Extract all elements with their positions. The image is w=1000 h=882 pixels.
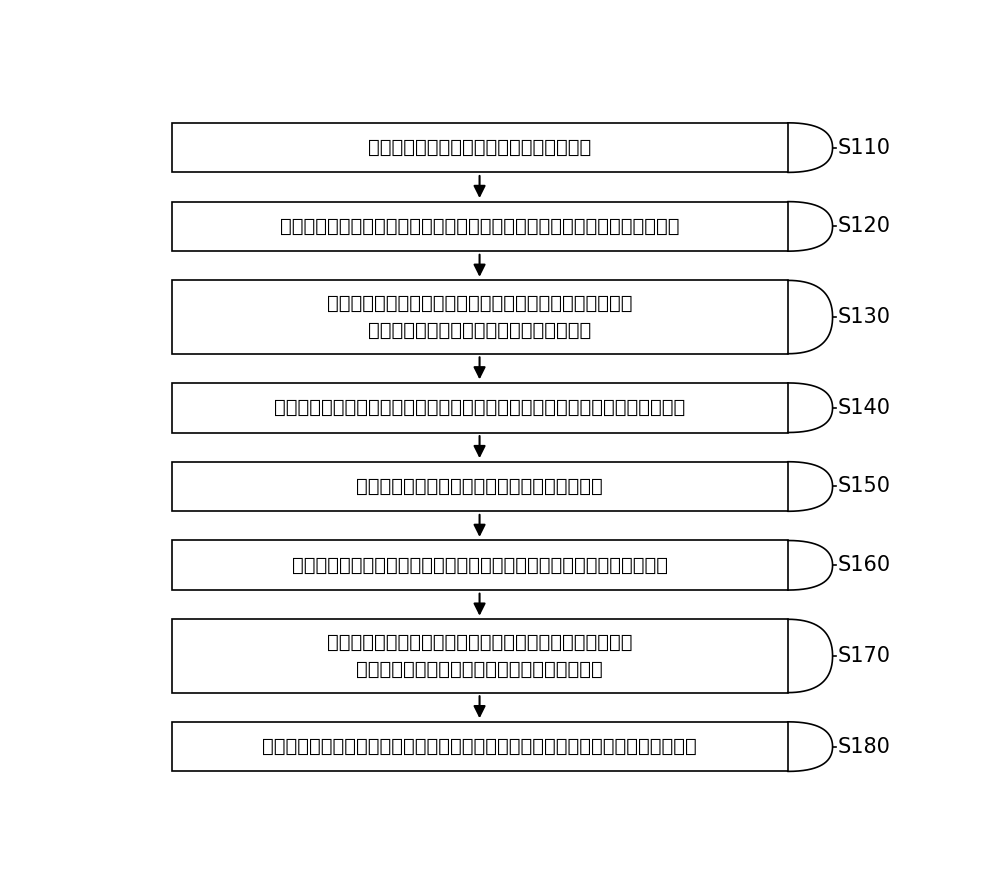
Bar [172,721,788,772]
Text: 通过客户终端发送任务请求至业务层服务器: 通过客户终端发送任务请求至业务层服务器 [368,138,591,157]
Text: 通过任务服务器在获取到取消任务对象后中断批处理任务，
并将中断批处理任务的处理结果存入缓存服务器: 通过任务服务器在获取到取消任务对象后中断批处理任务， 并将中断批处理任务的处理结… [327,633,632,678]
Bar [172,123,788,172]
Text: 通过业务层服务器从缓存服务器中获取中断批处理任务的处理结果并发送至客户终端: 通过业务层服务器从缓存服务器中获取中断批处理任务的处理结果并发送至客户终端 [262,737,697,756]
Bar [172,619,788,692]
Bar [172,461,788,512]
Text: 通过任务服务器获取缓存服务器中的批处理任务进行处理，
并将批处理任务的处理结果存入缓存服务器: 通过任务服务器获取缓存服务器中的批处理任务进行处理， 并将批处理任务的处理结果存… [327,295,632,340]
Text: S120: S120 [838,216,891,236]
Text: S180: S180 [838,736,891,757]
Bar [172,202,788,251]
Text: 通过客户终端发送取消任务请求至业务层服务器: 通过客户终端发送取消任务请求至业务层服务器 [356,477,603,496]
Text: S140: S140 [838,398,891,418]
Text: 通过业务层服务器根据任务请求创建批处理任务并进行封装后存入缓存服务器: 通过业务层服务器根据任务请求创建批处理任务并进行封装后存入缓存服务器 [280,217,679,235]
Bar [172,280,788,354]
Bar [172,541,788,590]
Text: S130: S130 [838,307,891,327]
Text: S160: S160 [838,556,891,575]
Text: S150: S150 [838,476,891,497]
Text: S170: S170 [838,646,891,666]
Text: 通过业务层服务器从缓存服务器中获取批处理任务的处理结果并发送至客户终端: 通过业务层服务器从缓存服务器中获取批处理任务的处理结果并发送至客户终端 [274,398,685,417]
Bar [172,383,788,432]
Text: S110: S110 [838,138,891,158]
Text: 通过业务层服务器根据取消任务请求生成取消任务对象并存入缓存服务器: 通过业务层服务器根据取消任务请求生成取消任务对象并存入缓存服务器 [292,556,668,575]
